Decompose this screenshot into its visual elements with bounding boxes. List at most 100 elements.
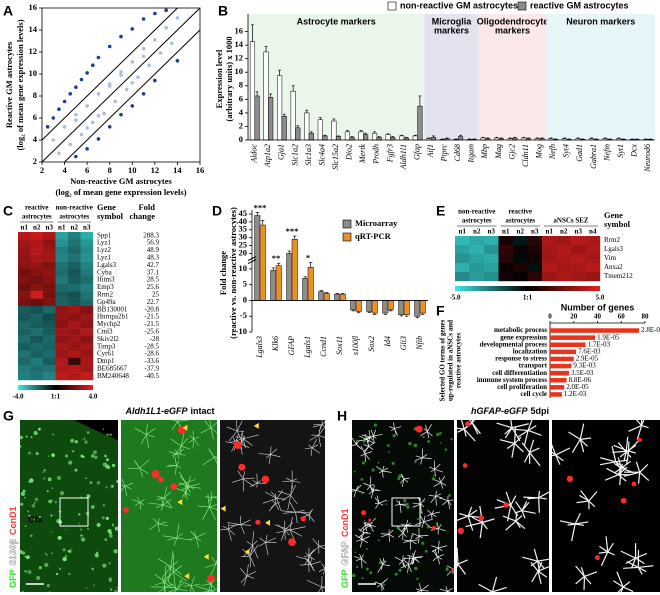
cell-process [249, 556, 255, 567]
cell-process [611, 446, 617, 462]
cell [435, 523, 438, 526]
cell [51, 552, 53, 555]
p-value-label: 3.5E-03 [571, 369, 594, 377]
heatmap-cell [55, 232, 69, 240]
cell [436, 432, 440, 437]
cell-process [368, 429, 371, 438]
cell [24, 555, 27, 558]
cell [413, 443, 418, 448]
y-tick-label: 8 [239, 80, 243, 90]
cell [51, 453, 55, 457]
cell-process [356, 444, 361, 449]
x-tick-label: Ptprc [440, 144, 449, 163]
cell [38, 427, 41, 431]
cell-process [225, 441, 236, 444]
cell-process [192, 430, 195, 439]
cell-process [530, 560, 539, 567]
x-tick-label: 12 [151, 165, 160, 175]
heatmap-cell [43, 276, 56, 284]
x-tick-label: Slc1a2 [290, 144, 299, 166]
column-label: n3 [488, 228, 496, 236]
bar [307, 267, 314, 301]
cell-process [439, 588, 448, 592]
cell-process [227, 522, 241, 525]
nucleus [207, 574, 215, 583]
y-tick-label: 2 [33, 156, 37, 166]
cell-process [638, 566, 647, 573]
p-value-label: 2.8E-09 [641, 326, 660, 334]
colorbar-label: 5.0 [596, 294, 605, 302]
cell-process [240, 524, 252, 526]
cell-process [457, 563, 459, 569]
fold-change: -25.6 [144, 328, 159, 336]
cell-process [318, 545, 325, 550]
column-label: n2 [71, 224, 79, 232]
cell-process [378, 502, 384, 506]
cell [24, 570, 27, 573]
cell-process [364, 433, 368, 440]
point [74, 154, 78, 159]
cell-process [370, 490, 374, 499]
bar [372, 132, 378, 141]
cell-process [412, 503, 421, 508]
x-tick-label: Klk6 [271, 336, 280, 352]
bar [550, 328, 640, 333]
cell-process [187, 537, 197, 541]
cell-process [173, 565, 182, 573]
cell-process [162, 577, 166, 588]
heatmap-cell [556, 263, 572, 273]
p-value-label: 2.9E-05 [576, 355, 599, 363]
cell [51, 487, 54, 490]
cell-process [514, 427, 517, 444]
cell-process [252, 531, 254, 546]
cell [109, 534, 113, 538]
cell-process [195, 585, 212, 592]
heatmap-cell [80, 306, 94, 314]
cell-process [580, 567, 586, 577]
cell [96, 551, 99, 555]
cell-process [355, 558, 362, 561]
cell-process [318, 435, 321, 447]
point [107, 125, 112, 129]
micrograph [457, 420, 549, 592]
cell-process [139, 467, 144, 478]
cell-process [352, 488, 357, 491]
y-tick-label: 8 [33, 90, 37, 100]
cell [361, 461, 365, 465]
cell-process [177, 420, 190, 422]
cell [67, 549, 71, 553]
cell-process [311, 545, 320, 554]
cell-process [208, 583, 211, 592]
heatmap-cell [542, 245, 557, 255]
y-tick-label: response to stress [495, 355, 547, 363]
heatmap-cell [55, 365, 69, 373]
heatmap-cell [469, 245, 485, 255]
cell-process [243, 477, 255, 480]
cell [33, 519, 35, 521]
cell-process [394, 428, 397, 435]
heatmap-cell [55, 269, 69, 277]
fold-change: -28 [150, 335, 160, 343]
cell [104, 538, 108, 541]
cell-process [134, 427, 147, 435]
cell-process [139, 467, 149, 474]
point [57, 151, 61, 155]
bar [458, 136, 464, 141]
bar [358, 131, 364, 141]
cell-process [211, 556, 217, 565]
heatmap-cell [80, 261, 94, 270]
y-tick-label: cell cycle [520, 390, 547, 398]
cell-process [270, 448, 278, 455]
cell-process [427, 424, 432, 432]
nucleus [158, 476, 164, 483]
x-tick-label: Atp1a2 [263, 144, 272, 168]
cell-process [428, 495, 436, 497]
cell-process [211, 496, 217, 499]
x-tick-label: Gabra1 [589, 144, 598, 169]
cell-process [352, 489, 357, 492]
cell-process [617, 586, 624, 592]
cell [51, 499, 54, 502]
cell [86, 431, 90, 434]
cell-process [310, 557, 312, 565]
cell-process [170, 550, 174, 567]
